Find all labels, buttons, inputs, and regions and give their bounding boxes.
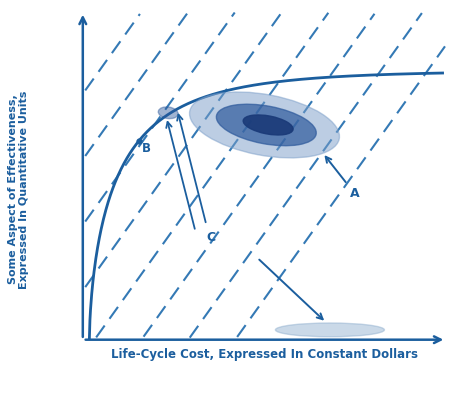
Text: Some Aspect of Effectiveness,
Expressed In Quantitative Units: Some Aspect of Effectiveness, Expressed … — [8, 90, 29, 289]
Text: B: B — [142, 142, 151, 155]
Ellipse shape — [275, 323, 384, 337]
Ellipse shape — [243, 115, 292, 135]
Ellipse shape — [158, 107, 178, 118]
X-axis label: Life-Cycle Cost, Expressed In Constant Dollars: Life-Cycle Cost, Expressed In Constant D… — [111, 348, 417, 361]
Text: C: C — [206, 231, 215, 245]
Text: A: A — [325, 157, 359, 200]
Ellipse shape — [216, 104, 316, 146]
Ellipse shape — [189, 92, 339, 158]
